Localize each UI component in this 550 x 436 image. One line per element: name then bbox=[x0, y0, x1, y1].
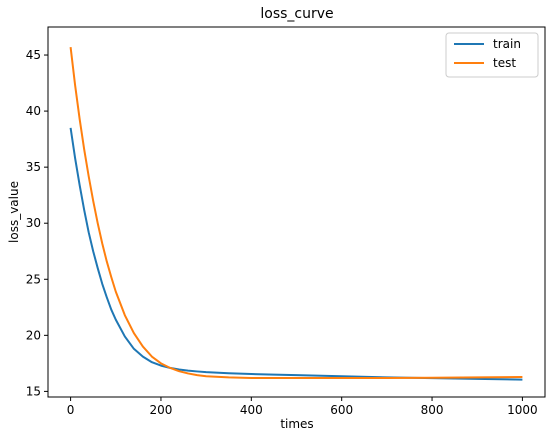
series-layer bbox=[69, 47, 523, 381]
chart-title: loss_curve bbox=[260, 6, 333, 22]
y-tick-label: 15 bbox=[26, 384, 41, 398]
x-tick-label: 0 bbox=[67, 403, 75, 417]
y-tick-label: 25 bbox=[26, 272, 41, 286]
y-tick-label: 40 bbox=[26, 104, 41, 118]
legend: train test bbox=[445, 32, 539, 78]
series-line-train bbox=[69, 127, 523, 381]
x-tick-label: 400 bbox=[240, 403, 263, 417]
y-tick-label: 45 bbox=[26, 48, 41, 62]
x-tick-label: 800 bbox=[421, 403, 444, 417]
legend-label-train: train bbox=[493, 37, 521, 51]
series-line-test bbox=[69, 47, 523, 379]
y-tick-label: 35 bbox=[26, 160, 41, 174]
y-tick-label: 20 bbox=[26, 328, 41, 342]
x-tick-label: 1000 bbox=[507, 403, 538, 417]
y-axis-ticks: 15 20 25 30 35 40 45 bbox=[26, 48, 48, 398]
x-tick-label: 200 bbox=[150, 403, 173, 417]
y-axis-label: loss_value bbox=[7, 181, 21, 243]
legend-label-test: test bbox=[493, 56, 516, 70]
x-tick-label: 600 bbox=[330, 403, 353, 417]
y-tick-label: 30 bbox=[26, 216, 41, 230]
legend-box bbox=[445, 32, 539, 78]
x-axis-label: times bbox=[280, 417, 313, 431]
x-axis-ticks: 0 200 400 600 800 1000 bbox=[67, 397, 538, 417]
plot-area-frame bbox=[47, 26, 546, 398]
